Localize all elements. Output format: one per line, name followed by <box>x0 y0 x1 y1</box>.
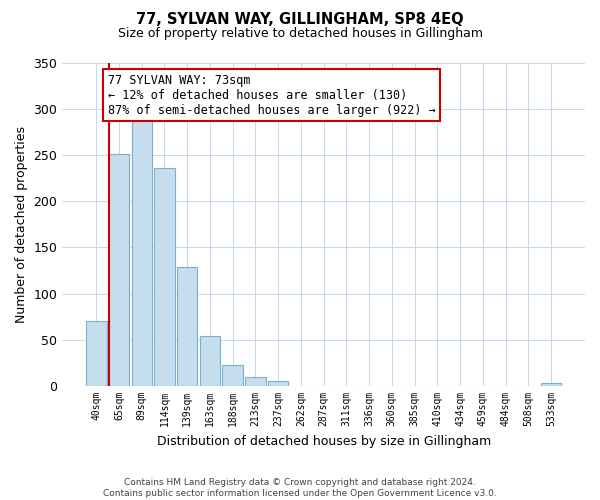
Bar <box>109 154 129 386</box>
Bar <box>268 382 289 386</box>
Text: 77, SYLVAN WAY, GILLINGHAM, SP8 4EQ: 77, SYLVAN WAY, GILLINGHAM, SP8 4EQ <box>136 12 464 28</box>
Text: Contains HM Land Registry data © Crown copyright and database right 2024.
Contai: Contains HM Land Registry data © Crown c… <box>103 478 497 498</box>
Y-axis label: Number of detached properties: Number of detached properties <box>15 126 28 323</box>
Bar <box>541 384 561 386</box>
Bar <box>131 120 152 386</box>
Bar <box>200 336 220 386</box>
Text: 77 SYLVAN WAY: 73sqm
← 12% of detached houses are smaller (130)
87% of semi-deta: 77 SYLVAN WAY: 73sqm ← 12% of detached h… <box>107 74 436 116</box>
Bar <box>245 377 266 386</box>
Bar <box>86 322 107 386</box>
Bar <box>177 267 197 386</box>
Bar <box>223 365 243 386</box>
X-axis label: Distribution of detached houses by size in Gillingham: Distribution of detached houses by size … <box>157 434 491 448</box>
Bar <box>154 168 175 386</box>
Text: Size of property relative to detached houses in Gillingham: Size of property relative to detached ho… <box>118 28 482 40</box>
